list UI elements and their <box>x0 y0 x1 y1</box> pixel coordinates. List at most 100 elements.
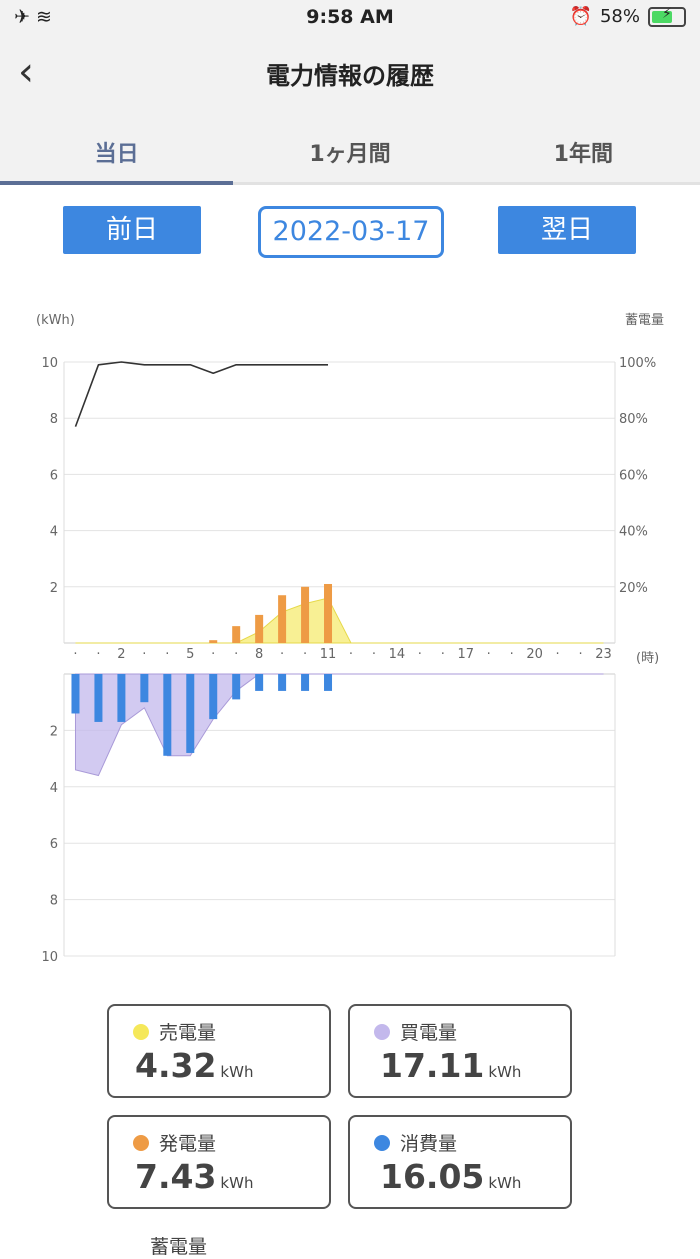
y-tick-right: 80% <box>619 412 648 427</box>
nav-bar: ‹ 電力情報の履歴 <box>0 38 700 118</box>
x-tick: · <box>372 647 376 662</box>
y-tick-lower: 10 <box>41 950 58 965</box>
x-tick: · <box>303 647 307 662</box>
y-tick-right: 20% <box>619 581 648 596</box>
summary-label: 消費量 <box>400 1133 458 1155</box>
chart-areas <box>74 597 604 777</box>
y-tick-lower: 2 <box>50 724 58 739</box>
x-tick: 14 <box>389 647 406 662</box>
consumption-bar <box>324 674 333 691</box>
sell-legend-dot <box>133 1024 149 1040</box>
tab-today[interactable]: 当日 <box>0 118 234 185</box>
y-tick-right: 40% <box>619 525 648 540</box>
summary-unit: kWh <box>220 1063 254 1081</box>
battery-soc-line <box>74 361 329 427</box>
x-tick: 20 <box>526 647 543 662</box>
alarm-icon: ⏰ <box>569 6 592 27</box>
y-tick-left: 4 <box>50 525 58 540</box>
x-tick: · <box>211 647 215 662</box>
soc-line-path <box>74 361 329 427</box>
summary-label: 買電量 <box>400 1022 458 1044</box>
summary-card-generation: 発電量 7.43 kWh <box>107 1115 331 1209</box>
consumption-bar <box>117 674 126 722</box>
buy-area <box>74 673 604 777</box>
summary-unit: kWh <box>488 1063 522 1081</box>
next-day-button[interactable]: 翌日 <box>498 206 636 254</box>
x-tick: 11 <box>320 647 337 662</box>
x-tick: · <box>142 647 146 662</box>
prev-day-button[interactable]: 前日 <box>63 206 201 254</box>
x-tick: · <box>96 647 100 662</box>
generation-bar <box>255 614 264 643</box>
x-tick: · <box>510 647 514 662</box>
date-field[interactable]: 2022-03-17 <box>258 206 444 258</box>
y-tick-lower: 8 <box>50 894 58 909</box>
summary-unit: kWh <box>488 1174 522 1192</box>
generation-legend-dot <box>133 1135 149 1151</box>
summary-value: 17.11 <box>380 1046 485 1085</box>
x-tick: 23 <box>595 647 612 662</box>
airplane-wifi-icons: ✈ ︎≋ <box>14 6 52 28</box>
consumption-bar <box>186 674 195 753</box>
y-tick-right: 100% <box>619 356 656 371</box>
x-tick: · <box>556 647 560 662</box>
x-tick: 8 <box>255 647 263 662</box>
generation-bar <box>324 583 333 643</box>
chart-bars <box>71 583 333 756</box>
y-tick-left: 2 <box>50 581 58 596</box>
consumption-bar <box>209 674 218 720</box>
summary-card-buy: 買電量 17.11 kWh <box>348 1004 572 1098</box>
summary-card-consumption: 消費量 16.05 kWh <box>348 1115 572 1209</box>
summary-card-sell: 売電量 4.32 kWh <box>107 1004 331 1098</box>
x-tick: · <box>441 647 445 662</box>
y-tick-left: 10 <box>41 356 58 371</box>
x-tick: 2 <box>117 647 125 662</box>
consumption-bar <box>163 674 172 756</box>
summary-value: 16.05 <box>380 1157 485 1196</box>
buy-legend-dot <box>374 1024 390 1040</box>
x-tick: · <box>418 647 422 662</box>
consumption-bar <box>71 674 80 714</box>
y-tick-right: 60% <box>619 468 648 483</box>
period-tabs: 当日 1ヶ月間 1年間 <box>0 118 700 185</box>
page-title: 電力情報の履歴 <box>266 62 434 90</box>
y-tick-lower: 6 <box>50 837 58 852</box>
tab-year[interactable]: 1年間 <box>553 142 613 167</box>
x-unit-label: (時) <box>636 651 659 666</box>
summary-value: 4.32 <box>135 1046 217 1085</box>
x-tick: · <box>349 647 353 662</box>
consumption-bar <box>232 674 241 700</box>
consumption-bar <box>301 674 310 691</box>
generation-bar <box>232 626 241 643</box>
x-tick: 17 <box>457 647 474 662</box>
status-time: 9:58 AM <box>306 6 394 28</box>
tab-month[interactable]: 1ヶ月間 <box>309 142 391 167</box>
y-tick-left: 6 <box>50 468 58 483</box>
battery-percent: 58% <box>599 6 640 27</box>
y-unit-right-label: 蓄電量 <box>625 313 664 328</box>
consumption-bar <box>140 674 149 703</box>
wifi-icon: ≋ <box>35 6 52 28</box>
summary-label: 発電量 <box>159 1133 217 1155</box>
generation-bar <box>209 640 218 643</box>
battery-icon: ⚡ <box>648 6 686 27</box>
chart-ticks: 2 20% 4 40% 6 60% 8 80% 10 100% 2 4 6 8 10 · · 2 · · 5 · · 8 · · 1… <box>41 356 656 965</box>
consumption-bar <box>94 674 103 722</box>
y-unit-left-label: (kWh) <box>36 313 75 328</box>
y-tick-lower: 4 <box>50 781 58 796</box>
summary-value: 7.43 <box>135 1157 217 1196</box>
x-tick: 5 <box>186 647 194 662</box>
summary-unit: kWh <box>220 1174 254 1192</box>
status-bar: ✈ ︎≋ 9:58 AM ⏰ 58% ⚡ <box>0 0 700 38</box>
x-tick: · <box>73 647 77 662</box>
consumption-bar <box>278 674 287 691</box>
generation-bar <box>278 595 287 643</box>
chart-grid <box>63 361 616 957</box>
x-tick: · <box>280 647 284 662</box>
consumption-bar <box>255 674 264 691</box>
generation-bar <box>301 586 310 643</box>
y-tick-left: 8 <box>50 412 58 427</box>
consumption-legend-dot <box>374 1135 390 1151</box>
back-chevron-icon[interactable]: ‹ <box>18 49 34 95</box>
x-tick: · <box>578 647 582 662</box>
